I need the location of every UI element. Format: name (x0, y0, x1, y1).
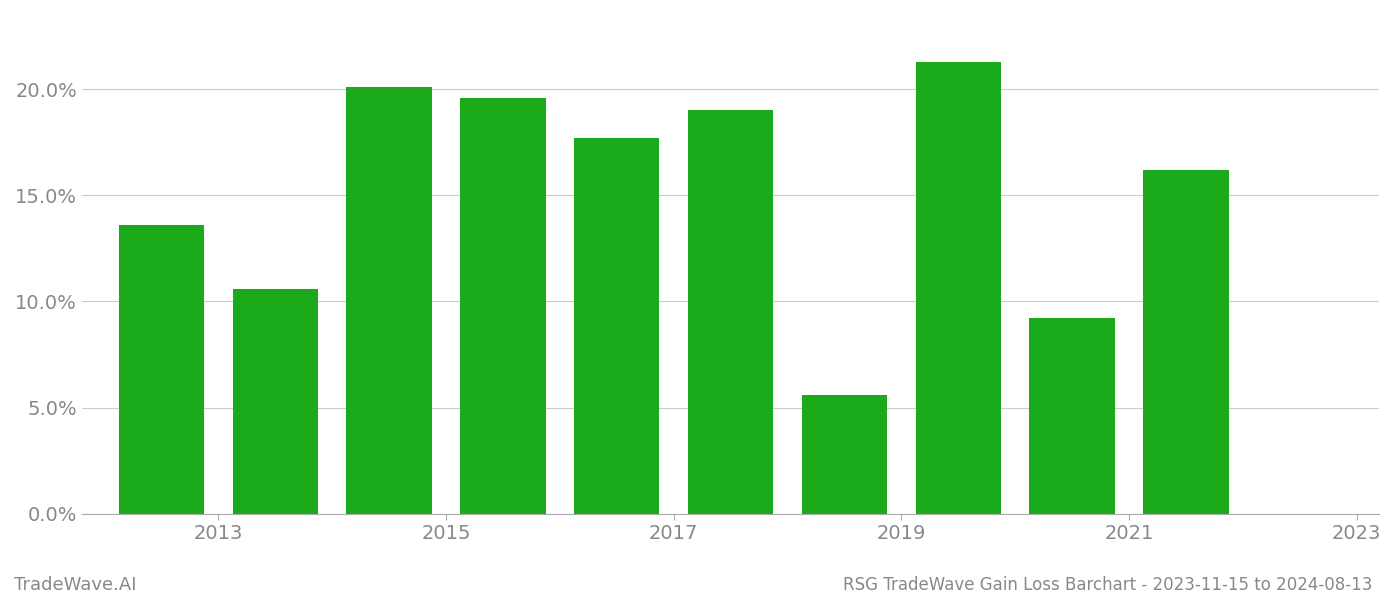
Text: TradeWave.AI: TradeWave.AI (14, 576, 137, 594)
Bar (461, 98, 546, 514)
Bar (916, 62, 1001, 514)
Bar (232, 289, 318, 514)
Bar (1029, 319, 1114, 514)
Text: RSG TradeWave Gain Loss Barchart - 2023-11-15 to 2024-08-13: RSG TradeWave Gain Loss Barchart - 2023-… (843, 576, 1372, 594)
Bar (802, 395, 888, 514)
Bar (687, 110, 773, 514)
Bar (119, 225, 204, 514)
Bar (574, 138, 659, 514)
Bar (1144, 170, 1229, 514)
Bar (346, 87, 431, 514)
